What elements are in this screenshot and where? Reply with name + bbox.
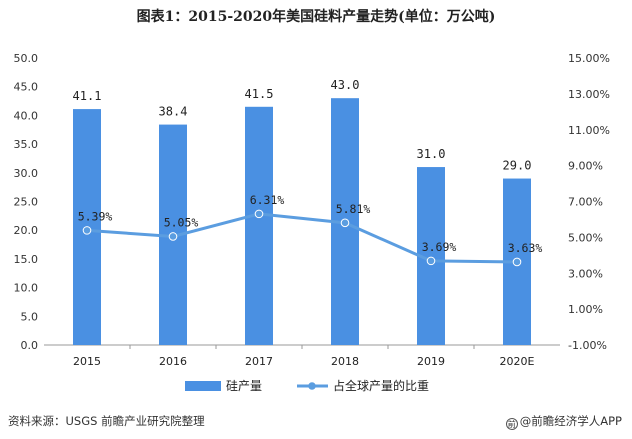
right-tick-label: 9.00% — [568, 160, 603, 173]
x-tick-label: 2016 — [159, 355, 187, 368]
right-tick-label: -1.00% — [568, 339, 607, 352]
left-tick-label: 5.0 — [21, 310, 39, 323]
chart-legend: 硅产量 占全球产量的比重 — [185, 378, 429, 393]
right-tick-label: 11.00% — [568, 124, 610, 137]
left-tick-label: 25.0 — [14, 196, 39, 209]
bar-value-label: 41.5 — [245, 87, 274, 101]
left-tick-label: 35.0 — [14, 138, 39, 151]
point-value-label: 5.05% — [164, 215, 199, 229]
chart-title: 图表1：2015-2020年美国硅料产量走势(单位：万公吨) — [136, 9, 496, 25]
legend-line-label: 占全球产量的比重 — [333, 378, 429, 393]
right-tick-label: 15.00% — [568, 52, 610, 65]
left-tick-label: 50.0 — [14, 52, 39, 65]
point-value-label: 5.39% — [78, 209, 113, 223]
right-tick-label: 3.00% — [568, 267, 603, 280]
point-value-label: 6.31% — [250, 193, 285, 207]
x-tick-label: 2018 — [331, 355, 359, 368]
brand-logo-icon: 前 — [505, 418, 518, 430]
left-tick-label: 10.0 — [14, 282, 39, 295]
point-value-label: 3.69% — [422, 240, 457, 254]
line-point — [254, 209, 264, 219]
right-tick-label: 1.00% — [568, 303, 603, 316]
left-tick-label: 40.0 — [14, 109, 39, 122]
bar-value-label: 29.0 — [503, 159, 532, 173]
brand-credit: 前 @前瞻经济学人APP — [505, 413, 622, 430]
line-series: 5.39% 5.05% 6.31% 5.81% 3.69% 3.63% — [78, 193, 543, 267]
brand-label: @前瞻经济学人APP — [519, 414, 622, 428]
legend-bar-label: 硅产量 — [226, 379, 262, 393]
left-tick-label: 30.0 — [14, 167, 39, 180]
line-point — [340, 218, 350, 228]
bar — [245, 106, 273, 345]
legend-bar-swatch — [185, 381, 221, 391]
x-tick-label: 2017 — [245, 355, 273, 368]
chart-axes: 0.0 5.0 10.0 15.0 20.0 25.0 30.0 35.0 40.0 45.0 50… — [14, 52, 610, 368]
left-tick-label: 0.0 — [21, 339, 39, 352]
right-tick-label: 7.00% — [568, 196, 603, 209]
series-line — [86, 212, 518, 264]
x-tick-label: 2015 — [73, 355, 101, 368]
left-tick-label: 45.0 — [14, 81, 39, 94]
line-point — [512, 257, 522, 267]
point-value-label: 3.63% — [508, 241, 543, 255]
right-tick-label: 13.00% — [568, 88, 610, 101]
bar-value-label: 31.0 — [417, 147, 446, 161]
legend-line-marker — [308, 382, 316, 390]
left-tick-label: 15.0 — [14, 253, 39, 266]
line-point — [426, 256, 436, 266]
line-point — [168, 232, 178, 241]
x-tick-label: 2019 — [417, 355, 445, 368]
left-tick-label: 20.0 — [14, 224, 39, 237]
source-note: 资料来源：USGS 前瞻产业研究院整理 — [8, 414, 205, 428]
x-tick-label: 2020E — [500, 355, 535, 368]
bar-value-label: 38.4 — [159, 105, 188, 119]
bar-value-label: 41.1 — [73, 89, 102, 103]
bar-series: 41.1 38.4 41.5 43.0 31.0 29.0 — [73, 78, 532, 346]
right-tick-label: 5.00% — [568, 231, 603, 244]
line-point — [82, 226, 92, 235]
point-value-label: 5.81% — [336, 202, 371, 216]
bar-value-label: 43.0 — [331, 78, 360, 92]
